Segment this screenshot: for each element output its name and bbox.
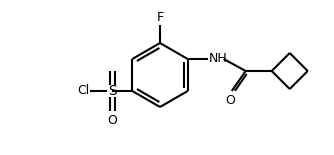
Text: O: O	[225, 94, 235, 107]
Text: NH: NH	[209, 53, 227, 66]
Text: S: S	[108, 84, 117, 98]
Text: Cl: Cl	[77, 84, 89, 97]
Text: F: F	[156, 11, 164, 24]
Text: O: O	[107, 114, 117, 127]
